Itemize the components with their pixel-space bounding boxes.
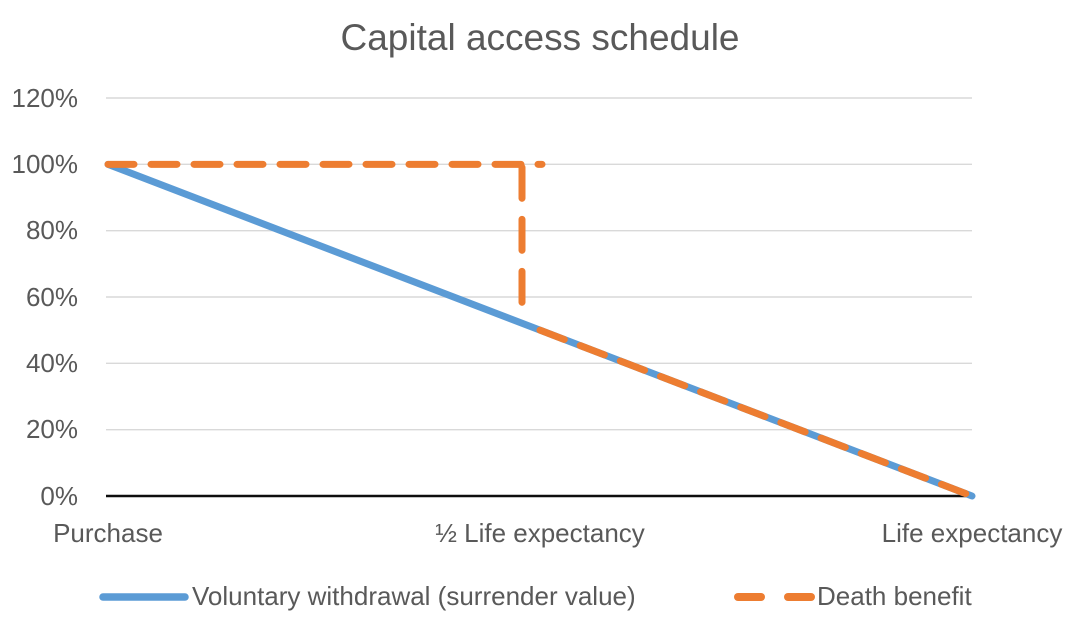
y-tick-label: 120% xyxy=(11,82,79,113)
legend-solid-line-sample xyxy=(99,593,189,601)
y-tick-label: 40% xyxy=(25,347,78,378)
chart-title: Capital access schedule xyxy=(340,17,740,58)
legend-label-voluntary-withdrawal: Voluntary withdrawal (surrender value) xyxy=(192,581,636,611)
x-category-label: ½ Life expectancy xyxy=(435,518,645,548)
legend-label-death-benefit: Death benefit xyxy=(817,581,972,611)
x-category-label: Life expectancy xyxy=(881,518,1063,548)
y-tick-label: 0% xyxy=(40,480,78,511)
y-tick-label: 100% xyxy=(11,148,79,179)
y-tick-label: 20% xyxy=(25,414,78,445)
series-line-1-seg-2 xyxy=(536,326,976,500)
y-tick-label: 80% xyxy=(25,215,78,246)
y-tick-label: 60% xyxy=(25,281,78,312)
x-category-label: Purchase xyxy=(53,518,163,548)
legend-dashed-line-sample xyxy=(734,593,815,601)
